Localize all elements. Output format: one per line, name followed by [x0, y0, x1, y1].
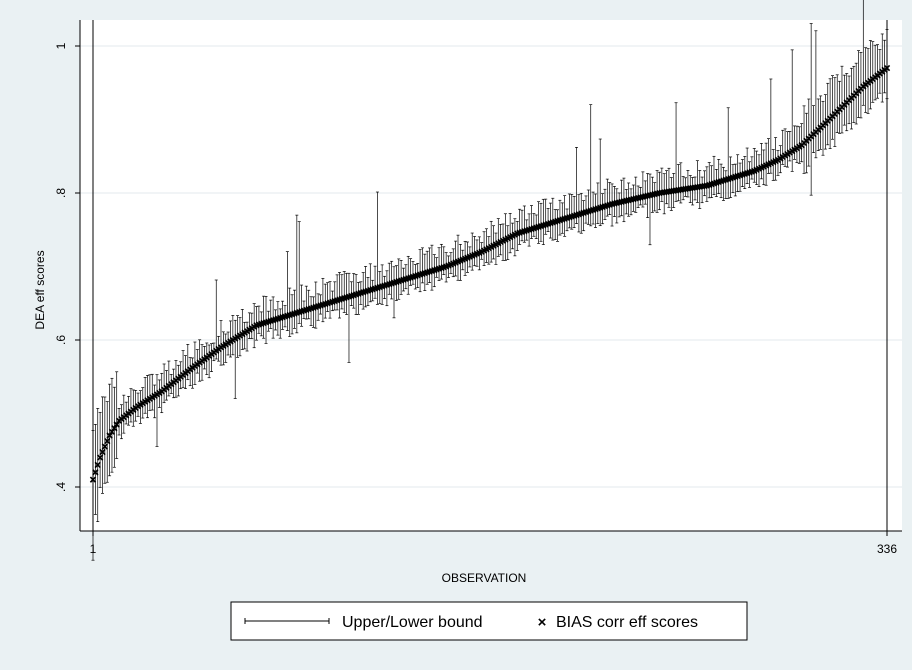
data-point — [99, 448, 106, 456]
y-tick-label: .6 — [54, 335, 68, 345]
y-tick-label: .4 — [54, 482, 68, 492]
x-axis-ticks: 1 336 — [90, 531, 897, 556]
x-axis-title: OBSERVATION — [442, 571, 527, 585]
y-axis-ticks: .4 .6 .8 1 — [54, 42, 80, 492]
x-tick-label: 336 — [877, 542, 897, 556]
data-markers — [89, 64, 891, 483]
data-point — [101, 443, 109, 450]
data-point — [94, 461, 101, 469]
data-point — [92, 469, 99, 476]
y-tick-label: .8 — [54, 188, 68, 198]
data-point — [113, 421, 120, 428]
y-axis-title: DEA eff scores — [33, 250, 47, 329]
x-tick-label: 1 — [90, 542, 97, 556]
legend-label-bounds: Upper/Lower bound — [342, 614, 483, 631]
data-point — [111, 425, 118, 432]
legend-label-scores: BIAS corr eff scores — [556, 614, 698, 631]
data-point — [96, 454, 104, 461]
data-point — [89, 476, 97, 483]
legend-marker-symbol: × — [538, 614, 547, 631]
data-point — [106, 432, 113, 439]
plot-area — [80, 20, 902, 531]
y-tick-label: 1 — [54, 42, 68, 49]
data-point — [883, 64, 891, 72]
gridlines — [80, 45, 902, 488]
legend: Upper/Lower bound × BIAS corr eff scores — [230, 601, 748, 641]
data-point — [108, 428, 116, 436]
data-point — [104, 437, 111, 445]
